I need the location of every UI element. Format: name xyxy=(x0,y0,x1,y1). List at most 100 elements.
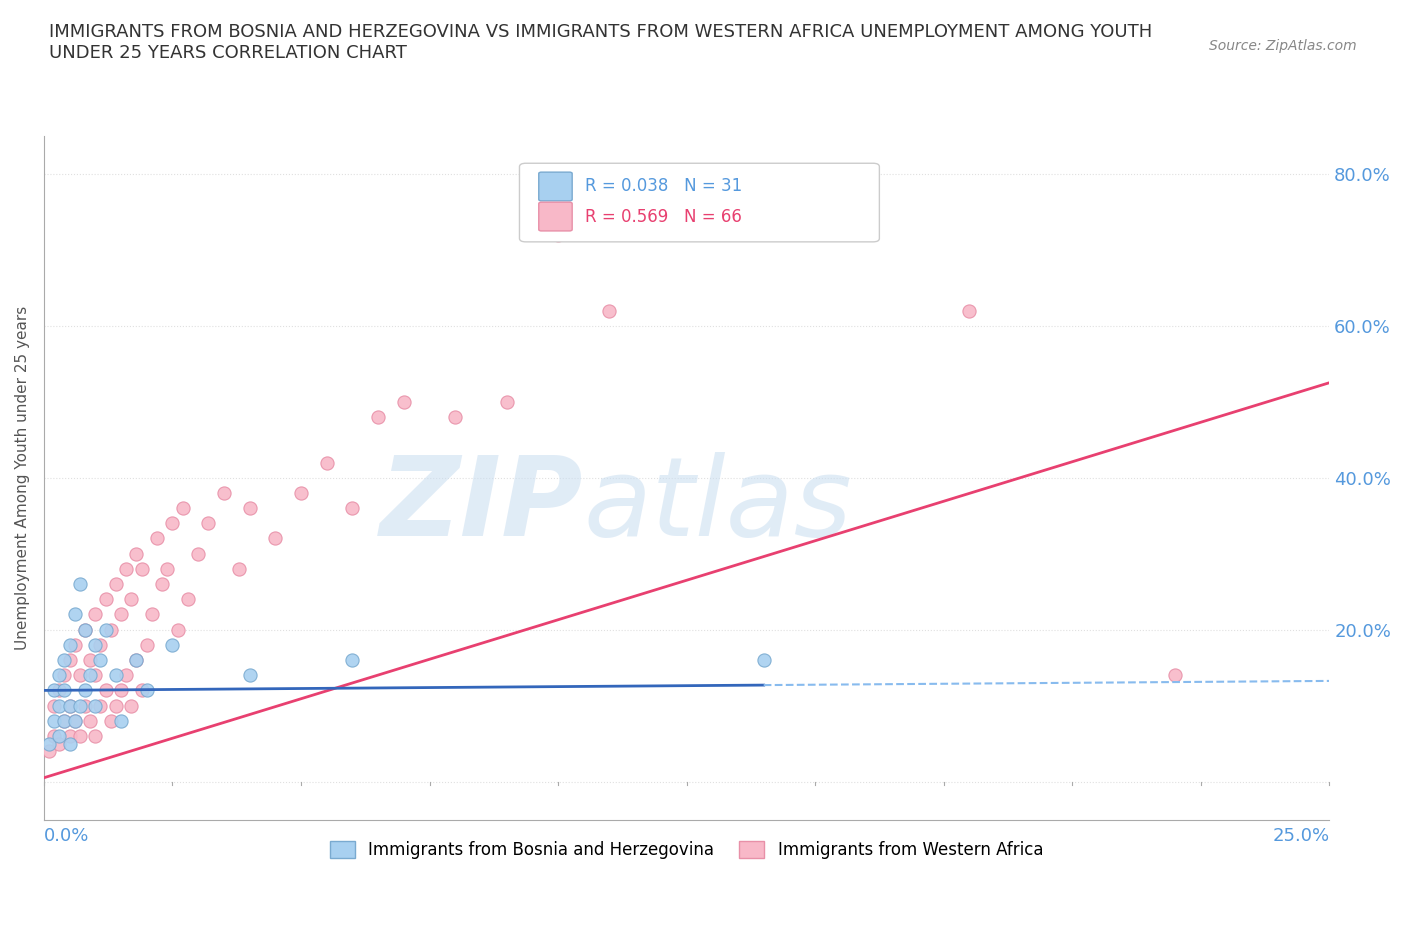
Point xyxy=(187,546,209,561)
Point xyxy=(125,653,148,668)
Point xyxy=(94,683,117,698)
Point xyxy=(104,668,127,683)
Point xyxy=(125,653,148,668)
Point xyxy=(58,637,80,652)
Point xyxy=(73,622,96,637)
Point xyxy=(63,713,86,728)
Point xyxy=(146,531,169,546)
Text: Source: ZipAtlas.com: Source: ZipAtlas.com xyxy=(1209,39,1357,53)
Point xyxy=(1164,668,1187,683)
Point xyxy=(141,607,163,622)
Point xyxy=(100,622,122,637)
Point xyxy=(238,500,260,515)
Point xyxy=(73,698,96,713)
Point xyxy=(84,698,107,713)
Point xyxy=(115,562,138,577)
Point xyxy=(598,303,620,318)
Point xyxy=(290,485,312,500)
Point xyxy=(342,653,364,668)
Point xyxy=(392,394,415,409)
Point xyxy=(84,637,107,652)
Point xyxy=(38,744,60,759)
Point xyxy=(69,728,91,743)
Point xyxy=(104,577,127,591)
Point xyxy=(58,698,80,713)
Point xyxy=(48,668,70,683)
Point xyxy=(120,591,142,606)
Point xyxy=(48,728,70,743)
Point xyxy=(53,713,76,728)
Point xyxy=(115,668,138,683)
Point xyxy=(752,653,775,668)
Point xyxy=(84,668,107,683)
Point xyxy=(84,728,107,743)
Point xyxy=(572,212,595,227)
Point xyxy=(69,668,91,683)
Text: ZIP: ZIP xyxy=(380,452,583,559)
Y-axis label: Unemployment Among Youth under 25 years: Unemployment Among Youth under 25 years xyxy=(15,306,30,650)
Point xyxy=(110,683,132,698)
Point xyxy=(150,577,173,591)
Point xyxy=(63,637,86,652)
Point xyxy=(120,698,142,713)
Point xyxy=(131,683,153,698)
Point xyxy=(135,637,157,652)
Point xyxy=(69,577,91,591)
Point xyxy=(131,562,153,577)
Point xyxy=(89,637,111,652)
Point xyxy=(166,622,188,637)
Point xyxy=(162,637,184,652)
Point xyxy=(44,683,66,698)
Point xyxy=(367,409,389,424)
Point xyxy=(44,713,66,728)
Legend: Immigrants from Bosnia and Herzegovina, Immigrants from Western Africa: Immigrants from Bosnia and Herzegovina, … xyxy=(323,834,1050,866)
Point xyxy=(315,455,337,470)
Point xyxy=(212,485,235,500)
Point xyxy=(48,683,70,698)
Point xyxy=(63,607,86,622)
Point xyxy=(79,713,101,728)
Point xyxy=(63,713,86,728)
Point xyxy=(53,713,76,728)
Point xyxy=(444,409,467,424)
Point xyxy=(104,698,127,713)
Point xyxy=(94,591,117,606)
FancyBboxPatch shape xyxy=(538,172,572,201)
Point xyxy=(547,227,569,242)
Point xyxy=(197,516,219,531)
Point xyxy=(162,516,184,531)
Point xyxy=(110,713,132,728)
Point xyxy=(58,653,80,668)
Point xyxy=(228,562,250,577)
Point xyxy=(100,713,122,728)
Point xyxy=(172,500,194,515)
Text: R = 0.569   N = 66: R = 0.569 N = 66 xyxy=(585,208,742,226)
Point xyxy=(58,728,80,743)
Point xyxy=(177,591,200,606)
Point xyxy=(73,683,96,698)
Point xyxy=(79,653,101,668)
Point xyxy=(94,622,117,637)
Point xyxy=(44,728,66,743)
Point xyxy=(89,653,111,668)
FancyBboxPatch shape xyxy=(519,164,879,242)
FancyBboxPatch shape xyxy=(538,202,572,231)
Point xyxy=(79,668,101,683)
Text: 0.0%: 0.0% xyxy=(44,827,89,845)
Point xyxy=(89,698,111,713)
Point xyxy=(44,698,66,713)
Point xyxy=(156,562,179,577)
Point xyxy=(238,668,260,683)
Point xyxy=(73,622,96,637)
Text: 25.0%: 25.0% xyxy=(1272,827,1329,845)
Point xyxy=(53,668,76,683)
Point xyxy=(58,737,80,751)
Point xyxy=(48,737,70,751)
Point xyxy=(48,698,70,713)
Text: atlas: atlas xyxy=(583,452,852,559)
Point xyxy=(53,683,76,698)
Text: IMMIGRANTS FROM BOSNIA AND HERZEGOVINA VS IMMIGRANTS FROM WESTERN AFRICA UNEMPLO: IMMIGRANTS FROM BOSNIA AND HERZEGOVINA V… xyxy=(49,23,1153,62)
Point xyxy=(342,500,364,515)
Point xyxy=(53,653,76,668)
Text: R = 0.038   N = 31: R = 0.038 N = 31 xyxy=(585,177,742,194)
